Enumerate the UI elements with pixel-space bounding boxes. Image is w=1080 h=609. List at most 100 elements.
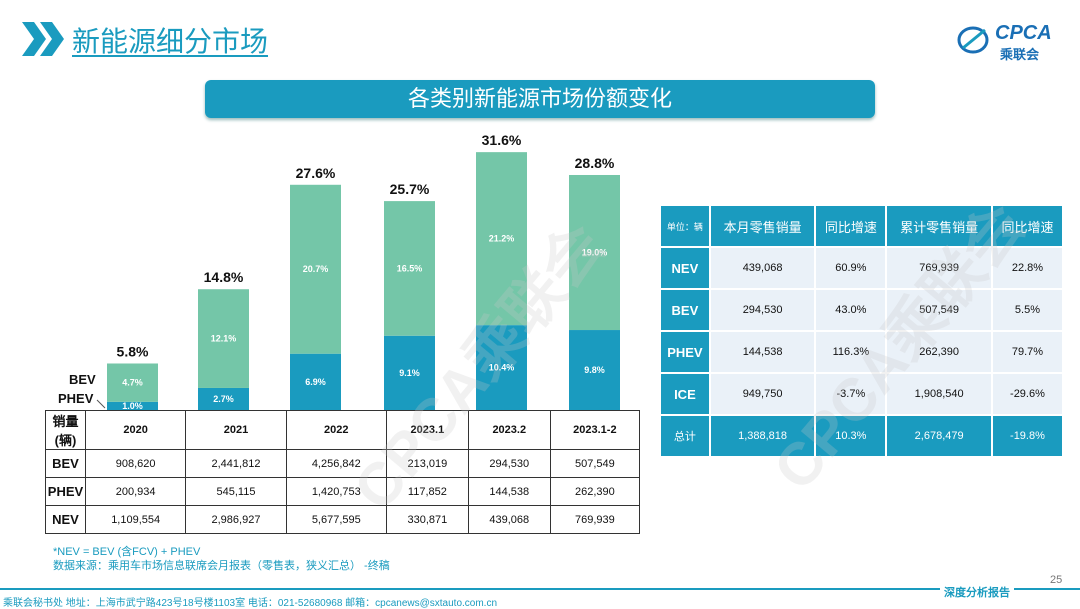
table-header: 单位：辆 本月零售销量 同比增速 累计零售销量 同比增速 <box>661 206 1062 246</box>
table-cell: 本月零售销量 <box>710 206 815 246</box>
page-number: 25 <box>1050 574 1063 586</box>
bar-phev-2022 <box>290 353 341 410</box>
table-cell: 507,549 <box>887 290 991 330</box>
total-label: 27.6% <box>296 165 336 181</box>
table-cell: 117,852 <box>385 477 469 506</box>
table-cell: 908,620 <box>84 449 187 478</box>
table-cell: 2021 <box>185 410 287 450</box>
table-cell: 2,986,927 <box>185 505 287 534</box>
table-cell: 262,390 <box>887 332 991 372</box>
table-row: NEV 439,068 60.9% 769,939 22.8% <box>661 248 1062 288</box>
footer-report: 深度分析报告 <box>940 584 1014 600</box>
table-cell: NEV <box>661 248 709 288</box>
table-cell: 单位：辆 <box>661 206 709 246</box>
bar-phev-2023.2 <box>476 325 527 410</box>
segment-label: 19.0% <box>582 248 608 258</box>
table-cell: 2,441,812 <box>185 449 287 478</box>
bar-bev-2023.1 <box>384 201 435 336</box>
table-row: ICE 949,750 -3.7% 1,908,540 -29.6% <box>661 374 1062 414</box>
table-cell: 4,256,842 <box>285 449 387 478</box>
table-cell: 同比增速 <box>816 206 886 246</box>
table-cell: PHEV <box>45 477 86 506</box>
footer-divider <box>0 588 1080 590</box>
table-row: PHEV 144,538 116.3% 262,390 79.7% <box>661 332 1062 372</box>
chevron-icon <box>22 22 64 56</box>
table-cell: 同比增速 <box>992 206 1062 246</box>
table-cell: 144,538 <box>467 477 551 506</box>
table-cell: -29.6% <box>992 374 1062 414</box>
table-cell: 2023.2 <box>467 410 551 450</box>
segment-label: 10.4% <box>489 363 515 373</box>
table-cell: 销量(辆) <box>45 410 86 450</box>
table-cell: 43.0% <box>816 290 886 330</box>
segment-label: 12.1% <box>211 334 237 344</box>
table-cell: 60.9% <box>816 248 886 288</box>
table-cell: 439,068 <box>710 248 815 288</box>
table-cell: 144,538 <box>710 332 815 372</box>
table-cell: 213,019 <box>385 449 469 478</box>
segment-label: 20.7% <box>303 264 329 274</box>
table-cell: 439,068 <box>467 505 551 534</box>
segment-label: 1.0% <box>122 401 143 411</box>
table-row: BEV 294,530 43.0% 507,549 5.5% <box>661 290 1062 330</box>
table-cell: 949,750 <box>710 374 815 414</box>
table-cell: 5,677,595 <box>285 505 387 534</box>
table-cell: -3.7% <box>816 374 886 414</box>
table-cell: 总计 <box>661 416 709 456</box>
segment-label: 4.7% <box>122 378 143 388</box>
table-cell: 769,939 <box>887 248 991 288</box>
segment-label: 9.8% <box>584 365 605 375</box>
table-cell: 200,934 <box>84 477 187 506</box>
table-cell: -19.8% <box>992 416 1062 456</box>
table-cell: 累计零售销量 <box>887 206 991 246</box>
logo-subtext: 乘联会 <box>1000 47 1040 62</box>
table-row: NEV 1,109,554 2,986,927 5,677,595 330,871 439… <box>45 505 641 534</box>
table-cell: 769,939 <box>549 505 641 534</box>
segment-label: 9.1% <box>399 368 420 378</box>
bar-bev-2020 <box>107 363 158 402</box>
segment-label: 16.5% <box>397 263 423 273</box>
table-cell: 294,530 <box>467 449 551 478</box>
table-row: BEV 908,620 2,441,812 4,256,842 213,019 294,5… <box>45 449 641 478</box>
table-row: 总计 1,388,818 10.3% 2,678,479 -19.8% <box>661 416 1062 456</box>
total-label: 5.8% <box>117 343 149 359</box>
segment-label: 21.2% <box>489 234 515 244</box>
table-cell: 22.8% <box>992 248 1062 288</box>
segment-label: 2.7% <box>213 394 234 404</box>
table-cell: 294,530 <box>710 290 815 330</box>
bar-phev-2020 <box>107 401 158 410</box>
chart-banner-title: 各类别新能源市场份额变化 <box>205 80 875 118</box>
legend-bev: BEV <box>69 372 96 387</box>
table-cell: 116.3% <box>816 332 886 372</box>
page-title: 新能源细分市场 <box>72 26 269 57</box>
table-header: 销量(辆) 2020 2021 2022 2023.1 2023.2 2023.1-2 <box>45 410 641 450</box>
sales-table: 销量(辆) 2020 2021 2022 2023.1 2023.2 2023.1-2 BEV… <box>45 410 641 534</box>
note-formula: *NEV = BEV (含FCV) + PHEV <box>53 546 201 558</box>
table-cell: 5.5% <box>992 290 1062 330</box>
table-cell: BEV <box>45 449 86 478</box>
table-cell: 545,115 <box>185 477 287 506</box>
bar-bev-2022 <box>290 184 341 354</box>
table-cell: NEV <box>45 505 86 534</box>
table-cell: PHEV <box>661 332 709 372</box>
retail-table: 单位：辆 本月零售销量 同比增速 累计零售销量 同比增速 NEV 439,068 60.9% 7… <box>659 204 1064 458</box>
logo-text: CPCA <box>995 22 1052 44</box>
table-cell: 2022 <box>285 410 387 450</box>
table-cell: 10.3% <box>816 416 886 456</box>
table-cell: 2,678,479 <box>887 416 991 456</box>
total-label: 25.7% <box>390 181 430 197</box>
table-cell: ICE <box>661 374 709 414</box>
bar-bev-2021 <box>198 289 249 388</box>
total-label: 31.6% <box>482 132 522 148</box>
table-cell: 1,420,753 <box>285 477 387 506</box>
table-cell: 79.7% <box>992 332 1062 372</box>
total-label: 28.8% <box>575 155 615 171</box>
table-cell: BEV <box>661 290 709 330</box>
footer-address: 乘联会秘书处 地址：上海市武宁路423号18号楼1103室 电话：021-526… <box>3 598 498 609</box>
table-cell: 1,908,540 <box>887 374 991 414</box>
segment-label: 6.9% <box>305 377 326 387</box>
table-cell: 330,871 <box>385 505 469 534</box>
bar-phev-2021 <box>198 387 249 410</box>
table-cell: 1,388,818 <box>710 416 815 456</box>
table-cell: 2023.1-2 <box>549 410 641 450</box>
